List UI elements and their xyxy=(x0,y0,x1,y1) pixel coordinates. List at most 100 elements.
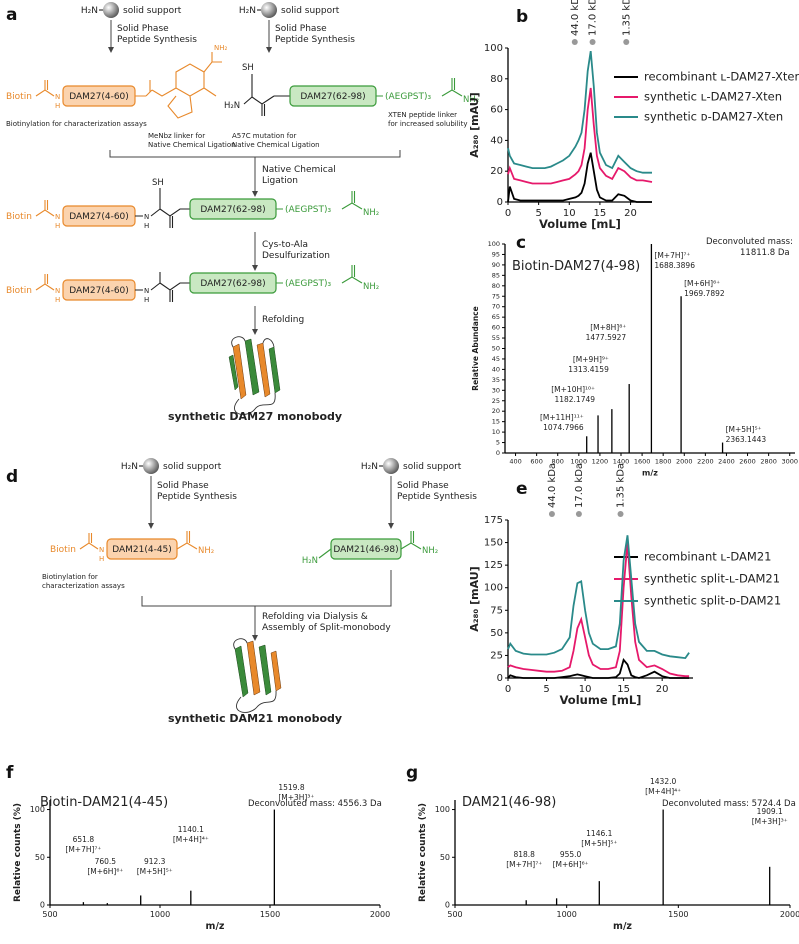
peak-label: 912.3 xyxy=(144,857,166,866)
x-tick-label: 5 xyxy=(535,208,541,219)
size-marker xyxy=(589,39,596,45)
x-axis-label: Volume [mL] xyxy=(560,693,642,707)
size-marker xyxy=(617,511,624,517)
y-axis-label: A₂₈₀ [mAU] xyxy=(468,92,481,157)
size-marker xyxy=(575,511,582,517)
x-tick-label: 2000 xyxy=(676,458,693,466)
chart-title: Biotin-DAM27(4-98) xyxy=(512,259,640,274)
peak-label: [M+9H]⁹⁺ xyxy=(573,355,609,364)
peak-label: 1688.3896 xyxy=(654,261,695,270)
size-marker-label: 1.35 kDa xyxy=(621,0,632,36)
x-tick-label: 5 xyxy=(543,684,549,695)
annotation: Deconvoluted mass: 5724.4 Da xyxy=(662,799,796,809)
x-tick-label: 500 xyxy=(42,910,57,919)
series-line xyxy=(507,658,690,679)
annotation: Deconvoluted mass: 4556.3 Da xyxy=(248,799,382,809)
note: Native Chemical Ligation xyxy=(148,141,236,149)
y-tick-label: 25 xyxy=(492,397,500,405)
y-tick-label: 30 xyxy=(492,386,500,394)
x-tick-label: 1500 xyxy=(260,910,280,919)
bond xyxy=(135,272,190,302)
strand xyxy=(244,338,260,396)
amine: H₂N xyxy=(121,462,138,472)
legend-label: synthetic ᴅ-DAM27-Xten xyxy=(644,110,783,124)
strand xyxy=(256,342,271,398)
x-axis-label: m/z xyxy=(642,469,658,478)
peak-label: 1146.1 xyxy=(586,829,612,838)
x-tick-label: 2200 xyxy=(697,458,714,466)
x-tick-label: 2000 xyxy=(780,910,799,919)
peak-label: [M+4H]⁴⁺ xyxy=(173,835,209,844)
caption: synthetic DAM21 monobody xyxy=(168,712,342,725)
y-axis-label: Relative counts (%) xyxy=(418,803,428,902)
thiol: SH xyxy=(152,178,164,188)
y-tick-label: 5 xyxy=(496,439,500,447)
y-tick-label: 20 xyxy=(492,407,500,415)
x-axis-label: m/z xyxy=(206,921,225,932)
y-tick-label: 100 xyxy=(435,805,450,814)
step-label: Desulfurization xyxy=(262,251,330,261)
note: Native Chemical Ligation xyxy=(232,141,320,149)
x-tick-label: 1500 xyxy=(668,910,688,919)
coil xyxy=(233,638,277,713)
step-label: Cys-to-Ala xyxy=(262,240,308,250)
y-tick-label: 175 xyxy=(484,515,503,526)
amine: H₂N xyxy=(224,101,240,111)
strand xyxy=(228,354,239,391)
x-tick-label: 2600 xyxy=(739,458,756,466)
y-tick-label: 55 xyxy=(492,334,500,342)
strand xyxy=(246,640,261,696)
domain-label: DAM27(4-60) xyxy=(69,92,129,102)
y-tick-label: 0 xyxy=(445,901,450,910)
peak-label: 818.8 xyxy=(513,850,535,859)
bond xyxy=(376,78,463,97)
panel-label: e xyxy=(516,479,528,499)
amine: H₂N xyxy=(239,6,256,16)
y-tick-label: 95 xyxy=(492,250,500,258)
step-label: Peptide Synthesis xyxy=(275,35,355,45)
size-marker xyxy=(548,511,555,517)
y-tick-label: 0 xyxy=(497,197,503,208)
atom: H xyxy=(55,296,60,304)
peak-label: [M+11H]¹¹⁺ xyxy=(540,413,584,422)
y-tick-label: 90 xyxy=(492,261,500,269)
x-tick-label: 1000 xyxy=(571,458,588,466)
x-tick-label: 0 xyxy=(505,684,511,695)
domain-label: DAM27(62-98) xyxy=(300,92,365,102)
strand xyxy=(258,644,272,696)
x-tick-label: 1000 xyxy=(556,910,576,919)
strand xyxy=(270,650,282,692)
atom: H xyxy=(144,296,149,304)
peak-label: 1182.1749 xyxy=(554,395,595,404)
size-marker xyxy=(623,39,630,45)
y-tick-label: 80 xyxy=(490,74,503,85)
chart-title: Biotin-DAM21(4-45) xyxy=(40,795,168,810)
protein-structure xyxy=(233,638,282,713)
y-tick-label: 50 xyxy=(492,345,500,353)
panel-d: d H₂N solid support Solid Phase Peptide … xyxy=(6,458,477,725)
y-tick-label: 15 xyxy=(492,418,500,426)
step-label: Solid Phase xyxy=(275,24,327,34)
amine: H₂N xyxy=(81,6,98,16)
y-tick-label: 0 xyxy=(497,673,503,684)
size-marker-label: 17.0 kDa xyxy=(588,0,599,36)
step-label: Assembly of Split-monobody xyxy=(262,623,391,633)
support-label: solid support xyxy=(123,6,182,16)
peak-label: [M+5H]⁵⁺ xyxy=(726,425,762,434)
amide: NH₂ xyxy=(422,546,438,556)
biotin: Biotin xyxy=(50,545,76,555)
peak-label: [M+6H]⁶⁺ xyxy=(684,279,720,288)
x-tick-label: 20 xyxy=(624,208,637,219)
solid-support xyxy=(383,458,399,474)
peak-label: [M+7H]⁷⁺ xyxy=(654,251,690,260)
x-tick-label: 20 xyxy=(656,684,669,695)
amine: H₂N xyxy=(302,556,318,566)
peak-label: [M+3H]³⁺ xyxy=(752,817,788,826)
amine: H₂N xyxy=(361,462,378,472)
step-label: Refolding xyxy=(262,315,304,325)
domain-label: DAM27(62-98) xyxy=(200,279,265,289)
domain-label: DAM27(4-60) xyxy=(69,212,129,222)
x-tick-label: 1800 xyxy=(655,458,672,466)
peak-label: 1519.8 xyxy=(278,783,304,792)
